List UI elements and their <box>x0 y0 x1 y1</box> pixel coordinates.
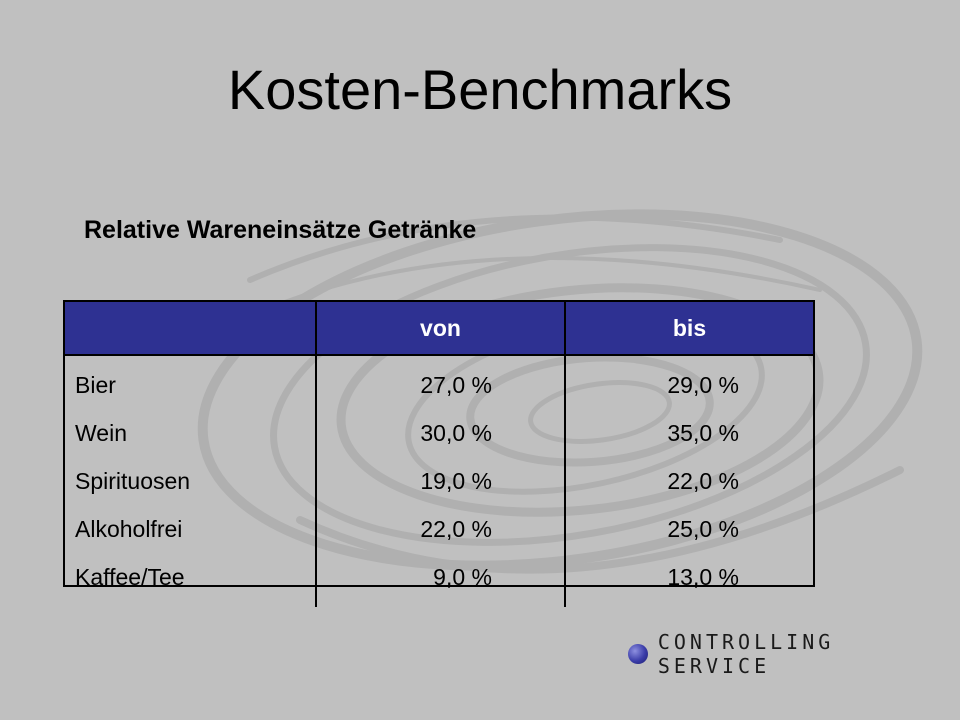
category-column: Bier Wein Spirituosen Alkoholfrei Kaffee… <box>65 355 317 607</box>
bis-value-spirituosen: 22,0 % <box>667 468 739 494</box>
von-value-bier: 27,0 % <box>420 372 492 398</box>
table-header-row: von bis <box>65 302 813 356</box>
logo-text: CONTROLLING SERVICE <box>657 630 835 678</box>
row-label-kaffee-tee: Kaffee/Tee <box>75 564 185 590</box>
header-bis: bis <box>565 302 813 356</box>
row-label-spirituosen: Spirituosen <box>75 468 191 494</box>
row-label-bier: Bier <box>75 372 116 398</box>
bis-value-kaffee-tee: 13,0 % <box>667 564 739 590</box>
blue-sphere-icon <box>628 644 648 664</box>
slide-title: Kosten-Benchmarks <box>227 58 733 121</box>
row-label-wein: Wein <box>75 420 127 446</box>
von-value-alkoholfrei: 22,0 % <box>420 516 492 542</box>
von-value-spirituosen: 19,0 % <box>420 468 492 494</box>
von-value-wein: 30,0 % <box>420 420 492 446</box>
row-label-alkoholfrei: Alkoholfrei <box>75 516 183 542</box>
von-value-kaffee-tee: 9,0 % <box>433 564 492 590</box>
header-empty-cell <box>65 302 317 356</box>
bis-value-bier: 29,0 % <box>667 372 739 398</box>
controlling-service-logo: CONTROLLING SERVICE <box>628 630 960 678</box>
table-body-row: Bier Wein Spirituosen Alkoholfrei Kaffee… <box>65 355 813 607</box>
bis-value-wein: 35,0 % <box>667 420 739 446</box>
benchmark-table: von bis Bier Wein Spirituosen Alkoholfre… <box>63 300 815 607</box>
header-von: von <box>316 302 566 356</box>
von-column: 27,0 % 30,0 % 19,0 % 22,0 % 9,0 % <box>316 355 566 607</box>
bis-value-alkoholfrei: 25,0 % <box>667 516 739 542</box>
table-subtitle: Relative Wareneinsätze Getränke <box>84 216 477 244</box>
bis-column: 29,0 % 35,0 % 22,0 % 25,0 % 13,0 % <box>565 355 813 607</box>
